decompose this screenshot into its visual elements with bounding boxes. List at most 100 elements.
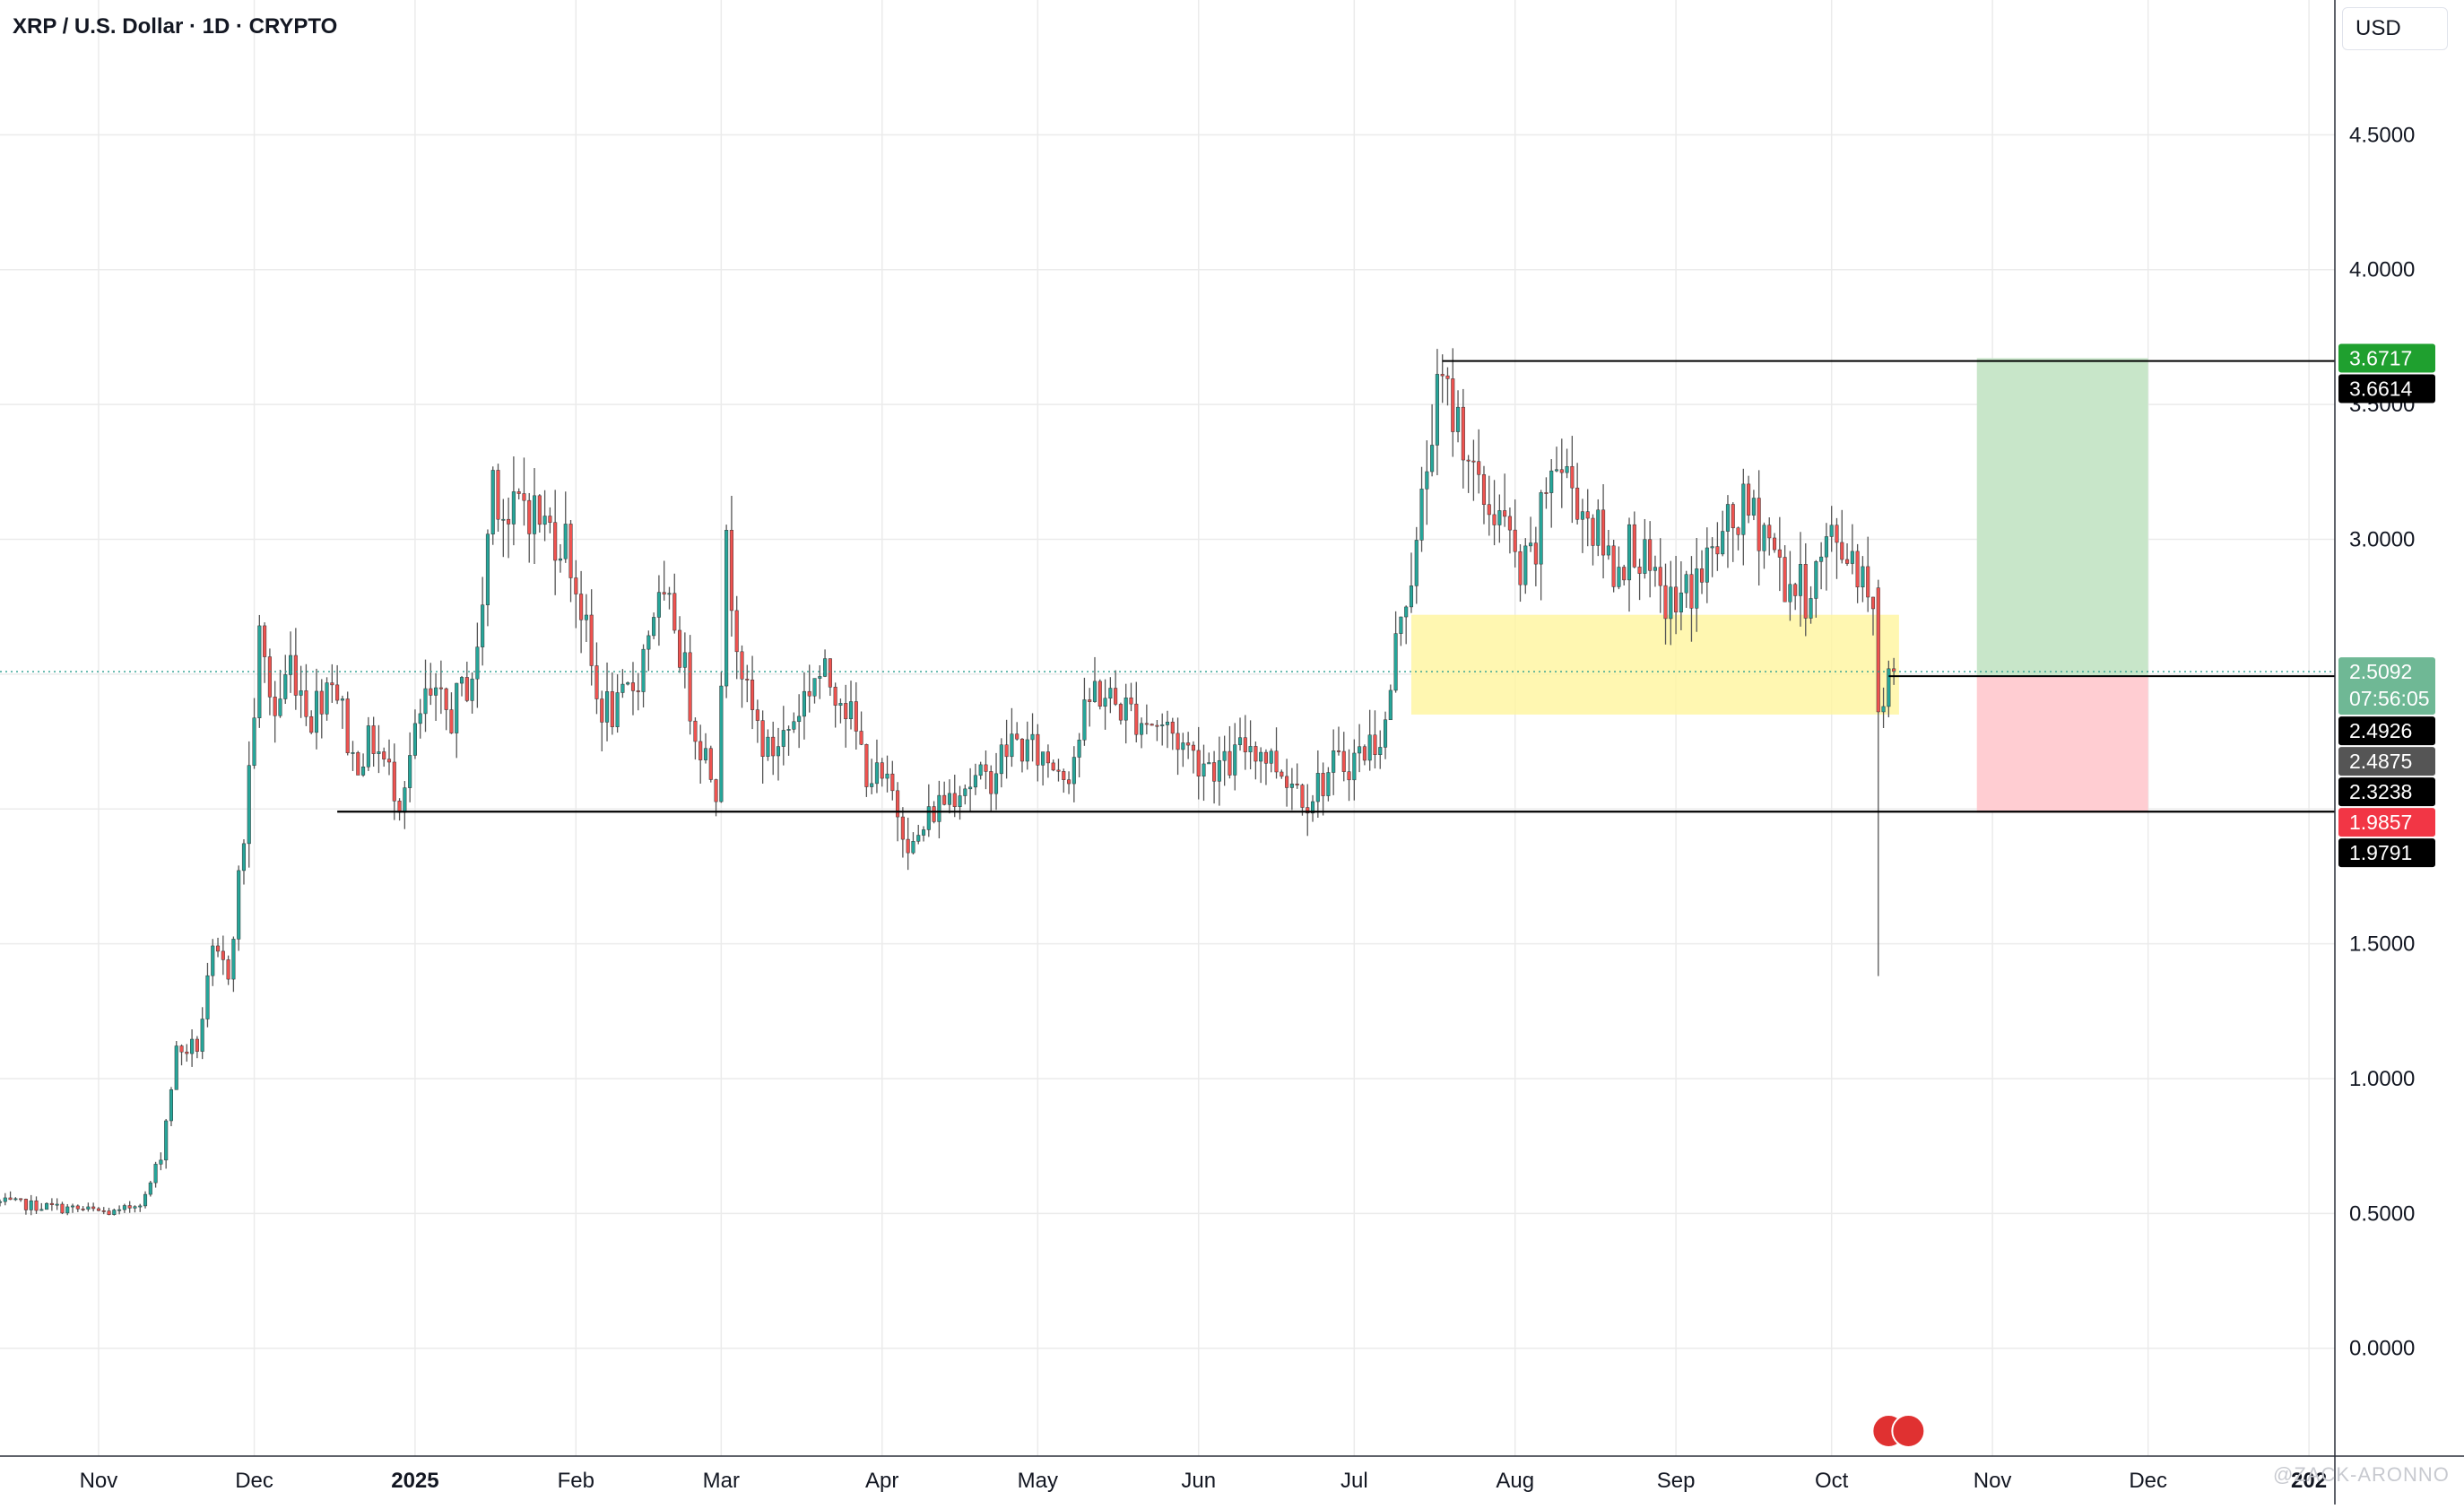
- candle-body: [527, 499, 532, 534]
- x-tick-label: Mar: [703, 1469, 740, 1493]
- candle-body: [766, 736, 770, 757]
- candle-body: [1082, 699, 1087, 741]
- candle-body: [112, 1210, 117, 1215]
- candle-body: [1332, 750, 1336, 773]
- candle-body: [1419, 489, 1424, 541]
- candle-body: [942, 794, 947, 805]
- candle-body: [1108, 688, 1113, 699]
- price-label-bg: [2338, 716, 2435, 746]
- candle-body: [724, 530, 729, 687]
- candle-body: [885, 773, 889, 779]
- candle-body: [1393, 633, 1398, 691]
- candle-body: [1196, 750, 1201, 776]
- candle-body: [1019, 738, 1025, 762]
- price-label-text: 3.6614: [2349, 377, 2413, 400]
- candle-body: [880, 762, 884, 779]
- candle-body: [195, 1038, 199, 1052]
- candle-body: [34, 1200, 39, 1211]
- candle-body: [646, 635, 651, 650]
- candle-body: [1310, 801, 1315, 814]
- candle-body: [563, 524, 568, 559]
- candle-body: [1632, 524, 1636, 568]
- candle-body: [351, 752, 355, 754]
- y-tick-label: 0.5000: [2349, 1201, 2415, 1226]
- candle-body: [947, 793, 952, 805]
- candle-body: [1321, 773, 1325, 796]
- candle-body: [345, 698, 350, 753]
- candle-body: [1399, 616, 1403, 634]
- candle-body: [267, 656, 272, 698]
- candle-body: [143, 1193, 148, 1207]
- candle-body: [1295, 784, 1299, 785]
- candle-body: [1611, 545, 1616, 587]
- candle-body: [1741, 483, 1746, 535]
- candle-body: [1840, 542, 1844, 560]
- candle-body: [1071, 757, 1076, 785]
- candle-body: [786, 729, 791, 731]
- candle-body: [993, 773, 999, 794]
- candle-body: [382, 751, 386, 759]
- candle-body: [1684, 574, 1688, 594]
- candle-body: [973, 775, 977, 788]
- candle-body: [1591, 517, 1595, 546]
- candle-body: [283, 674, 288, 699]
- candle-body: [1207, 762, 1211, 765]
- candle-body: [1176, 733, 1180, 750]
- candle-body: [1383, 719, 1388, 748]
- candle-body: [1414, 540, 1419, 586]
- candle-body: [490, 470, 495, 534]
- candle-body: [1699, 568, 1705, 583]
- candle-body: [1549, 470, 1554, 493]
- candle-body: [429, 688, 433, 696]
- candle-body: [1228, 750, 1232, 776]
- candle-body: [1150, 724, 1154, 726]
- candle-body: [584, 614, 588, 620]
- candle-body: [392, 761, 396, 802]
- drawing-zones: [1410, 358, 2148, 813]
- candle-body: [1721, 531, 1725, 555]
- candle-body: [1092, 681, 1098, 702]
- candle-body: [1601, 509, 1606, 556]
- candle-body: [237, 870, 241, 940]
- candle-body: [1881, 706, 1886, 713]
- candle-body: [812, 678, 817, 697]
- candle-body: [1362, 746, 1366, 761]
- watermark: @ZACK-ARONNO: [2273, 1463, 2450, 1486]
- candle-body: [412, 723, 417, 756]
- candle-body: [241, 843, 247, 872]
- stop-zone: [1976, 676, 2148, 813]
- candle-body: [1861, 566, 1865, 588]
- candle-body: [604, 691, 610, 723]
- candle-body: [13, 1198, 18, 1201]
- candle-body: [252, 717, 256, 766]
- candle-body: [1259, 751, 1263, 762]
- candle-body: [999, 744, 1003, 775]
- y-tick-label: 4.0000: [2349, 258, 2415, 282]
- candle-body: [45, 1202, 49, 1210]
- candle-body: [1835, 525, 1839, 543]
- candle-body: [1004, 744, 1009, 758]
- candle-body: [968, 786, 973, 790]
- candle-body: [330, 682, 334, 686]
- candle-body: [1186, 742, 1191, 746]
- candle-body: [963, 788, 967, 796]
- candle-body: [522, 493, 526, 501]
- candle-body: [703, 748, 708, 760]
- candle-body: [1653, 567, 1657, 571]
- candle-body: [340, 698, 344, 701]
- candle-body: [693, 720, 698, 742]
- candle-body: [475, 646, 480, 680]
- candle-body: [792, 721, 796, 730]
- candle-body: [133, 1206, 137, 1209]
- candle-body: [630, 682, 636, 691]
- candle-body: [1347, 771, 1351, 781]
- target-zone: [1976, 358, 2148, 677]
- currency-button[interactable]: USD: [2342, 7, 2448, 50]
- candle-body: [1492, 514, 1497, 525]
- candle-body: [101, 1210, 106, 1212]
- candle-body: [848, 701, 854, 720]
- candle-body: [776, 746, 781, 757]
- candle-body: [818, 676, 822, 679]
